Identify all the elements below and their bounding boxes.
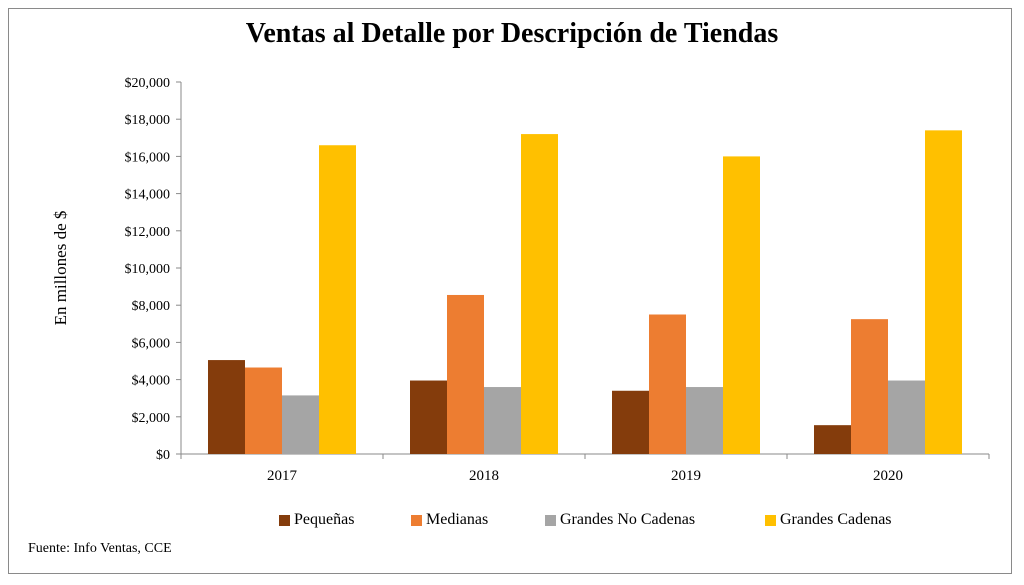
x-tick-label: 2019 (671, 468, 701, 484)
legend-swatch (411, 514, 422, 526)
bar-peque-as-2017 (208, 360, 245, 454)
bar-grandes-cadenas-2019 (723, 156, 760, 454)
legend-swatch (279, 514, 290, 526)
bar-medianas-2018 (447, 294, 484, 454)
bar-grandes-no-cadenas-2018 (484, 387, 521, 454)
bar-peque-as-2020 (814, 425, 851, 454)
bar-grandes-cadenas-2020 (925, 130, 962, 455)
y-tick-label: $4,000 (132, 374, 171, 389)
bar-medianas-2017 (245, 367, 282, 454)
x-tick-label: 2017 (267, 468, 298, 484)
bar-medianas-2019 (649, 314, 686, 454)
y-tick-label: $12,000 (125, 225, 171, 240)
y-tick-label: $0 (156, 448, 170, 463)
y-tick-label: $18,000 (125, 113, 171, 128)
bar-peque-as-2019 (612, 390, 649, 454)
legend-item: Medianas (411, 511, 488, 529)
legend: Pequeñas Medianas Grandes No Cadenas Grande… (0, 511, 1024, 535)
bar-medianas-2020 (851, 319, 888, 454)
y-tick-label: $14,000 (125, 188, 171, 203)
legend-label: Pequeñas (294, 511, 355, 528)
legend-label: Grandes Cadenas (780, 511, 892, 528)
bar-peque-as-2018 (410, 380, 447, 454)
legend-item: Grandes Cadenas (765, 511, 892, 529)
y-tick-label: $16,000 (125, 150, 171, 165)
legend-item: Pequeñas (279, 511, 354, 529)
bar-grandes-no-cadenas-2017 (282, 395, 319, 454)
y-tick-label: $8,000 (132, 299, 171, 314)
chart-frame (8, 8, 1012, 574)
source-note: Fuente: Info Ventas, CCE (28, 541, 172, 556)
y-tick-label: $10,000 (125, 262, 171, 277)
x-tick-label: 2018 (469, 468, 499, 484)
bar-grandes-no-cadenas-2019 (686, 387, 723, 454)
legend-swatch (545, 514, 556, 526)
y-tick-label: $2,000 (132, 411, 171, 426)
bar-grandes-cadenas-2018 (521, 134, 558, 454)
legend-item: Grandes No Cadenas (545, 511, 695, 529)
legend-label: Medianas (426, 511, 489, 528)
legend-label: Grandes No Cadenas (560, 511, 696, 528)
bar-grandes-cadenas-2017 (319, 145, 356, 455)
bar-grandes-no-cadenas-2020 (888, 380, 925, 454)
y-tick-label: $20,000 (125, 76, 171, 91)
y-tick-label: $6,000 (132, 336, 171, 351)
legend-swatch (765, 514, 776, 526)
chart-title: Ventas al Detalle por Descripción de Tie… (245, 18, 779, 49)
x-tick-label: 2020 (873, 468, 903, 484)
